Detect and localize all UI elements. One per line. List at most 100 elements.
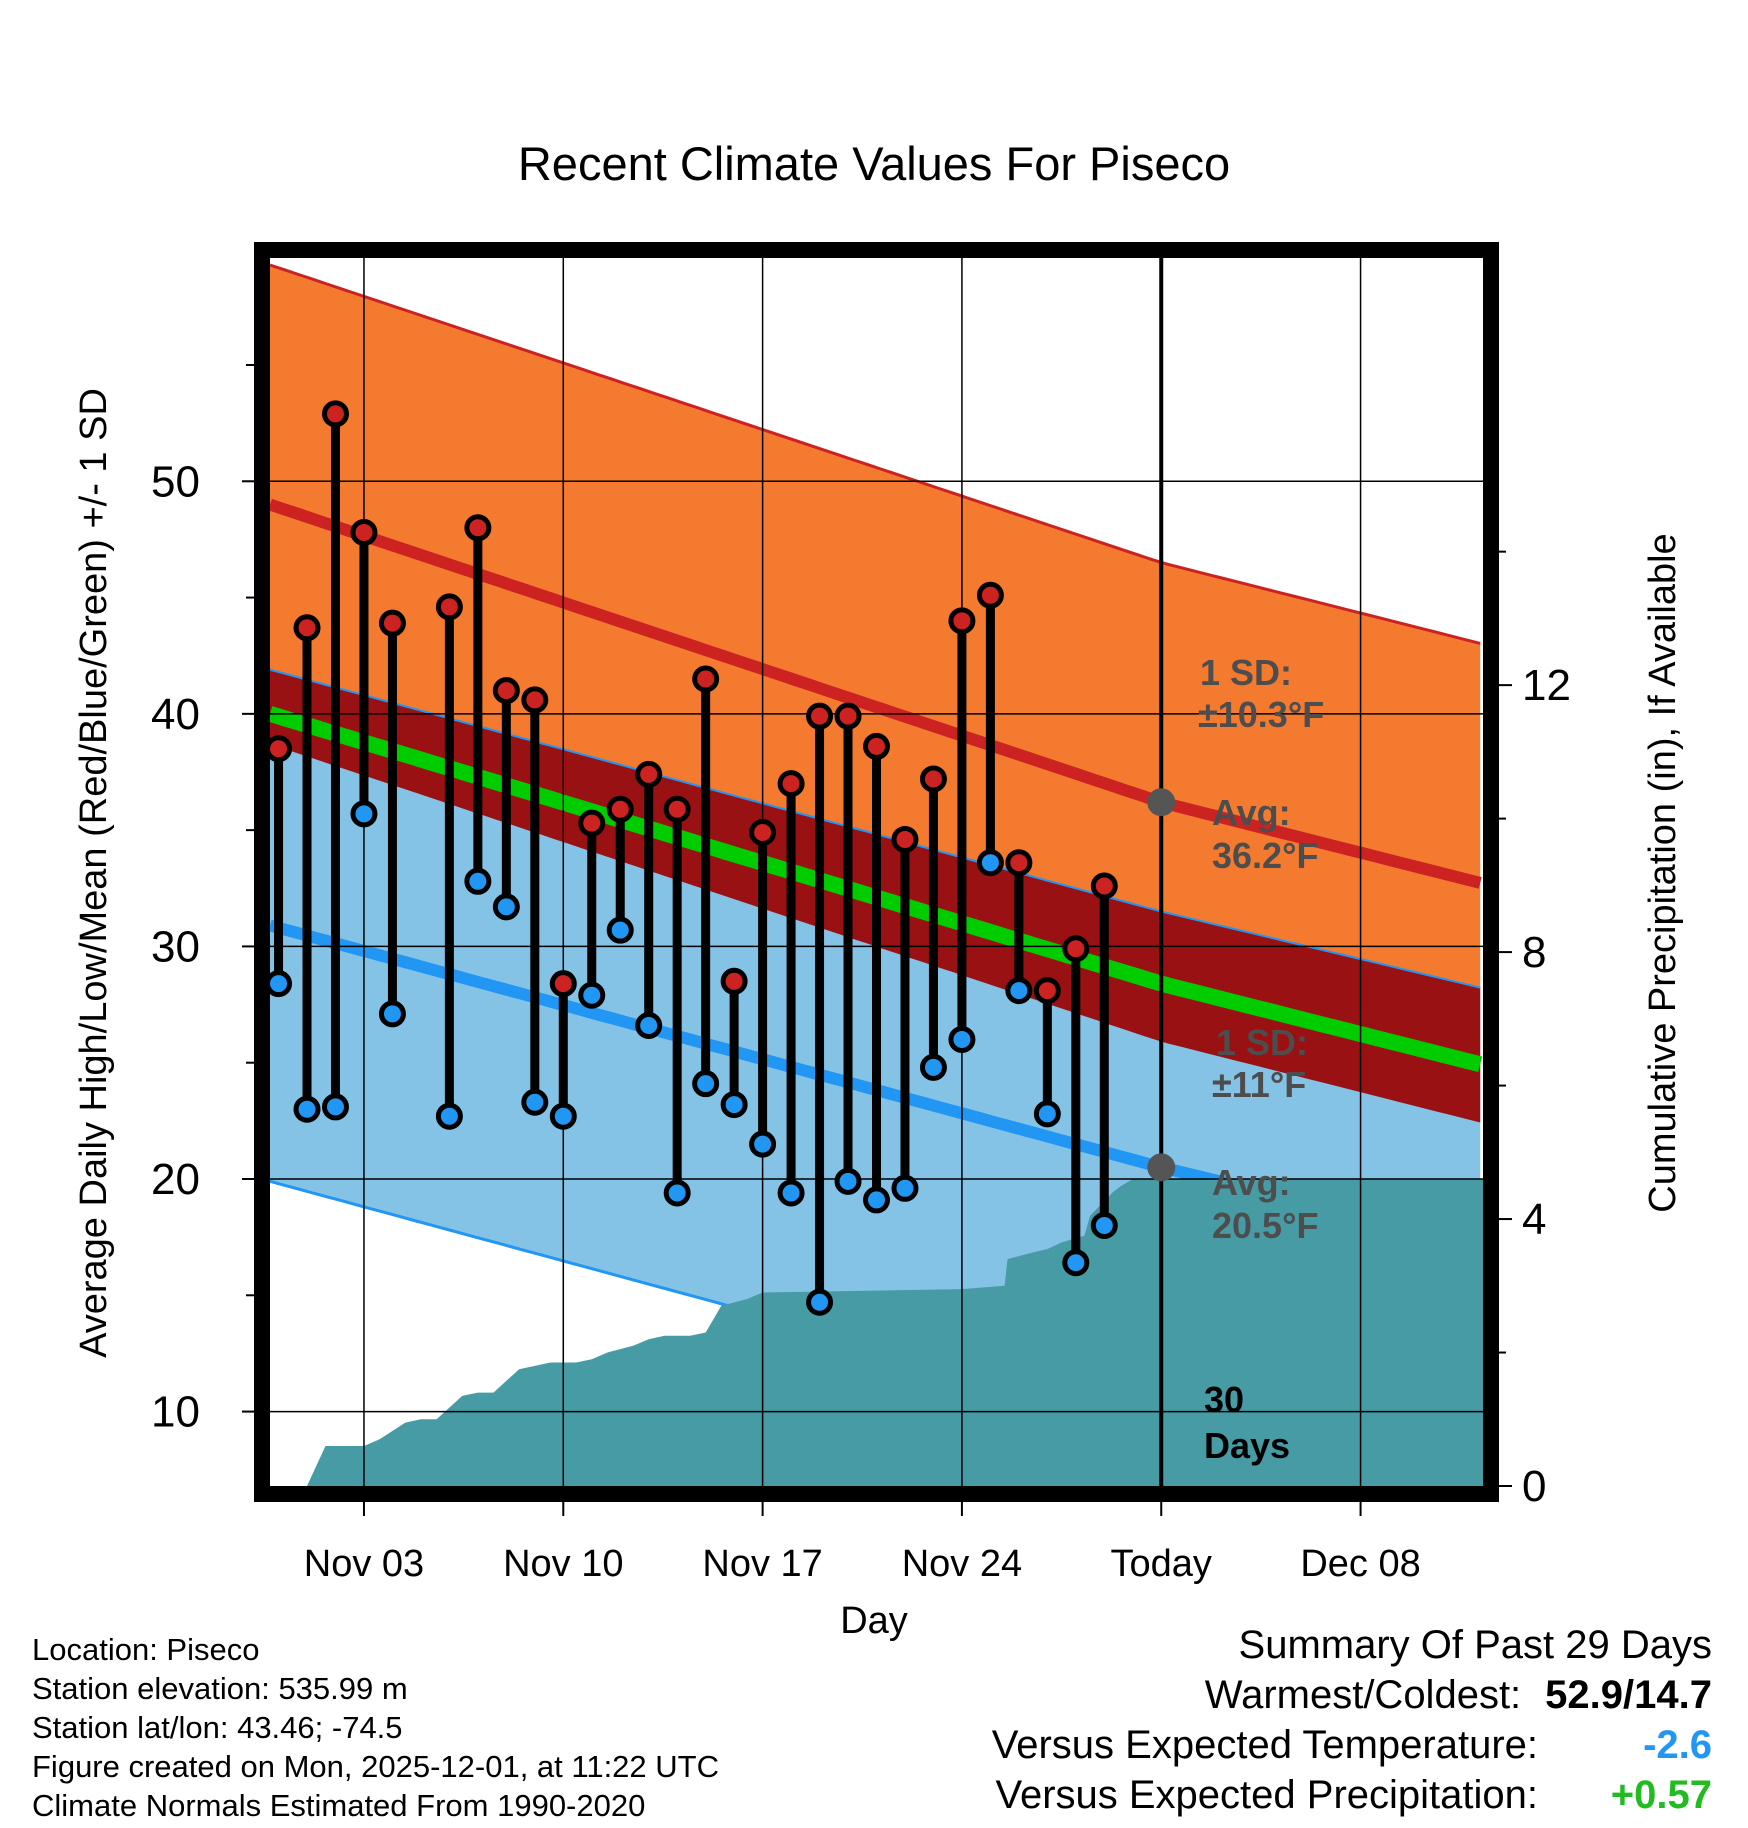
- obs-low-point: [293, 1095, 321, 1123]
- obs-high-point: [635, 760, 663, 788]
- y-tick-label: 10: [151, 1388, 200, 1437]
- y2-tick-label: 8: [1522, 928, 1546, 977]
- x-tick-label: Dec 08: [1300, 1543, 1420, 1585]
- obs-high-point: [806, 702, 834, 730]
- obs-high-point: [464, 514, 492, 542]
- y-axis-label: Average Daily High/Low/Mean (Red/Blue/Gr…: [73, 388, 115, 1358]
- precip-anomaly-row: Versus Expected Precipitation: +0.57: [992, 1770, 1712, 1820]
- low-sd-label: 1 SD:: [1216, 1022, 1308, 1063]
- obs-high-point: [1062, 935, 1090, 963]
- obs-low-point: [350, 800, 378, 828]
- obs-low-point: [663, 1179, 691, 1207]
- summary-title: Summary Of Past 29 Days: [1238, 1623, 1712, 1667]
- obs-low-point: [891, 1174, 919, 1202]
- obs-high-point: [378, 609, 406, 637]
- high-avg-value: 36.2°F: [1212, 835, 1318, 876]
- obs-high-point: [976, 581, 1004, 609]
- obs-high-point: [1090, 872, 1118, 900]
- high-sd-label: 1 SD:: [1200, 652, 1292, 693]
- obs-low-point: [521, 1088, 549, 1116]
- obs-low-point: [720, 1091, 748, 1119]
- obs-low-point: [1062, 1249, 1090, 1277]
- x-axis-label: Day: [840, 1600, 908, 1642]
- high-avg-label: Avg:: [1212, 792, 1291, 833]
- obs-low-point: [692, 1070, 720, 1098]
- obs-high-point: [350, 518, 378, 546]
- obs-low-point: [635, 1012, 663, 1039]
- days-count-label: 30: [1204, 1379, 1244, 1420]
- obs-low-point: [578, 981, 606, 1009]
- plot-frame: [254, 242, 1499, 1502]
- location-text: Location: Piseco: [32, 1632, 260, 1667]
- y-tick-label: 50: [151, 457, 200, 506]
- normals-text: Climate Normals Estimated From 1990-2020: [32, 1788, 646, 1823]
- chart-title: Recent Climate Values For Piseco: [518, 137, 1230, 190]
- y2-tick-label: 12: [1522, 661, 1571, 710]
- obs-low-point: [435, 1102, 463, 1130]
- obs-high-point: [521, 686, 549, 714]
- y-tick-label: 30: [151, 922, 200, 971]
- obs-low-point: [1033, 1100, 1061, 1128]
- y-tick-label: 20: [151, 1155, 200, 1204]
- summary-panel: Summary Of Past 29 Days Warmest/Coldest:…: [992, 1620, 1712, 1820]
- high-sd-value: ±10.3°F: [1198, 694, 1324, 735]
- days-word-label: Days: [1204, 1425, 1290, 1466]
- high-avg-marker: [1147, 788, 1176, 817]
- obs-low-point: [863, 1186, 890, 1214]
- obs-low-point: [948, 1025, 976, 1053]
- y2-tick-label: 4: [1522, 1195, 1546, 1244]
- low-sd-value: ±11°F: [1212, 1064, 1306, 1105]
- y2-tick-label: 0: [1522, 1462, 1546, 1511]
- obs-low-point: [549, 1102, 577, 1130]
- obs-low-point: [976, 849, 1004, 877]
- high-normal-line: [270, 498, 1482, 889]
- low-avg-label: Avg:: [1212, 1162, 1291, 1203]
- warmest-coldest-row: Warmest/Coldest: 52.9/14.7: [992, 1670, 1712, 1720]
- elevation-text: Station elevation: 535.99 m: [32, 1671, 408, 1706]
- obs-low-point: [321, 1093, 349, 1121]
- obs-high-point: [435, 593, 463, 621]
- x-tick-label: Nov 03: [304, 1543, 424, 1585]
- obs-high-point: [663, 795, 691, 823]
- obs-low-point: [834, 1167, 862, 1195]
- warmest-coldest-value: 52.9/14.7: [1545, 1673, 1712, 1717]
- temp-anomaly-value: -2.6: [1643, 1723, 1712, 1767]
- obs-high-point: [293, 614, 321, 642]
- obs-low-point: [1090, 1212, 1118, 1240]
- obs-high-point: [834, 702, 862, 730]
- low-avg-value: 20.5°F: [1212, 1205, 1318, 1246]
- obs-low-point: [749, 1130, 777, 1158]
- obs-high-point: [492, 677, 520, 705]
- x-tick-label: Today: [1111, 1543, 1212, 1585]
- obs-high-point: [270, 735, 293, 763]
- obs-low-point: [464, 867, 492, 895]
- obs-high-point: [692, 665, 720, 693]
- obs-high-point: [948, 607, 976, 635]
- high-sd-upper-edge: [270, 263, 1481, 645]
- station-info: Location: Piseco Station elevation: 535.…: [32, 1630, 719, 1825]
- obs-high-point: [749, 818, 777, 846]
- obs-high-point: [777, 770, 805, 798]
- latlon-text: Station lat/lon: 43.46; -74.5: [32, 1710, 403, 1745]
- obs-high-point: [321, 400, 349, 428]
- obs-low-point: [378, 1000, 406, 1028]
- x-tick-label: Nov 10: [503, 1543, 623, 1585]
- x-tick-label: Nov 24: [902, 1543, 1022, 1585]
- obs-high-point: [578, 809, 606, 837]
- obs-low-point: [919, 1053, 947, 1081]
- obs-low-point: [1005, 977, 1033, 1005]
- x-tick-label: Nov 17: [702, 1543, 822, 1585]
- y-tick-label: 40: [151, 690, 200, 739]
- created-text: Figure created on Mon, 2025-12-01, at 11…: [32, 1749, 719, 1784]
- obs-high-point: [863, 732, 890, 760]
- warmest-coldest-label: Warmest/Coldest:: [1204, 1673, 1522, 1717]
- obs-low-point: [270, 970, 293, 998]
- precip-anomaly-label: Versus Expected Precipitation:: [995, 1773, 1538, 1817]
- temp-anomaly-label: Versus Expected Temperature:: [991, 1723, 1538, 1767]
- obs-high-point: [720, 967, 748, 995]
- precip-anomaly-value: +0.57: [1610, 1773, 1712, 1817]
- obs-high-point: [549, 970, 577, 998]
- obs-low-point: [777, 1179, 805, 1207]
- obs-high-point: [1033, 977, 1061, 1005]
